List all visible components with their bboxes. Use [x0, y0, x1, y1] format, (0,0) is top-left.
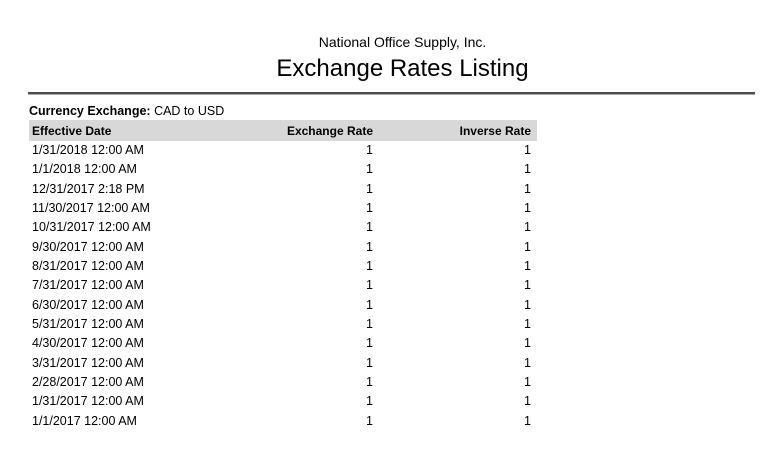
inverse-rate-cell: 1	[524, 394, 531, 409]
exchange-rate-cell: 1	[366, 258, 373, 273]
inverse-rate-cell: 1	[524, 413, 531, 428]
inverse-rate-cell: 1	[524, 220, 531, 235]
effective-date-cell: 8/31/2017 12:00 AM	[32, 258, 144, 273]
effective-date-cell: 3/31/2017 12:00 AM	[32, 355, 144, 370]
exchange-rate-cell: 1	[366, 278, 373, 293]
company-name: National Office Supply, Inc.	[318, 34, 487, 50]
table-row: 10/31/2017 12:00 AM 1 1	[29, 218, 537, 237]
effective-date-cell: 12/31/2017 2:18 PM	[32, 181, 145, 196]
currency-exchange-label: Currency Exchange:	[29, 104, 151, 118]
exchange-rate-cell: 1	[366, 200, 373, 215]
exchange-rates-table: Effective Date Exchange Rate Inverse Rat…	[29, 120, 537, 431]
inverse-rate-cell: 1	[524, 200, 531, 215]
exchange-rate-cell: 1	[366, 143, 373, 157]
table-row: 1/1/2017 12:00 AM 1 1	[29, 412, 537, 431]
exchange-rate-cell: 1	[366, 162, 373, 177]
inverse-rate-cell: 1	[524, 181, 531, 196]
page-title: Exchange Rates Listing	[276, 55, 529, 82]
header-separator-rule	[28, 92, 755, 95]
inverse-rate-cell: 1	[524, 162, 531, 177]
table-row: 1/31/2018 12:00 AM 1 1	[29, 141, 537, 160]
effective-date-cell: 2/28/2017 12:00 AM	[32, 374, 144, 389]
table-row: 9/30/2017 12:00 AM 1 1	[29, 238, 537, 257]
table-row: 5/31/2017 12:00 AM 1 1	[29, 315, 537, 334]
exchange-rate-cell: 1	[366, 220, 373, 235]
table-row: 6/30/2017 12:00 AM 1 1	[29, 296, 537, 315]
report-header: National Office Supply, Inc. Exchange Ra…	[28, 0, 777, 82]
exchange-rate-cell: 1	[366, 297, 373, 312]
effective-date-cell: 4/30/2017 12:00 AM	[32, 336, 144, 351]
table-row: 1/31/2017 12:00 AM 1 1	[29, 392, 537, 411]
table-row: 11/30/2017 12:00 AM 1 1	[29, 199, 537, 218]
effective-date-cell: 7/31/2017 12:00 AM	[32, 278, 144, 293]
effective-date-cell: 1/31/2017 12:00 AM	[32, 394, 144, 409]
table-row: 7/31/2017 12:00 AM 1 1	[29, 276, 537, 295]
table-row: 3/31/2017 12:00 AM 1 1	[29, 354, 537, 373]
effective-date-cell: 10/31/2017 12:00 AM	[32, 220, 151, 235]
inverse-rate-cell: 1	[524, 297, 531, 312]
currency-exchange-line: Currency Exchange: CAD to USD	[29, 104, 777, 118]
exchange-rate-cell: 1	[366, 239, 373, 254]
currency-exchange-value: CAD to USD	[154, 104, 225, 118]
inverse-rate-cell: 1	[524, 143, 531, 157]
effective-date-cell: 1/1/2018 12:00 AM	[32, 162, 137, 177]
exchange-rate-cell: 1	[366, 394, 373, 409]
effective-date-cell: 1/1/2017 12:00 AM	[32, 413, 137, 428]
exchange-rate-cell: 1	[366, 181, 373, 196]
table-row: 1/1/2018 12:00 AM 1 1	[29, 160, 537, 179]
inverse-rate-cell: 1	[524, 355, 531, 370]
table-header-row: Effective Date Exchange Rate Inverse Rat…	[29, 120, 537, 141]
effective-date-cell: 5/31/2017 12:00 AM	[32, 316, 144, 331]
exchange-rate-cell: 1	[366, 316, 373, 331]
column-header-exchange-rate: Exchange Rate	[249, 120, 377, 141]
table-row: 2/28/2017 12:00 AM 1 1	[29, 373, 537, 392]
table-row: 8/31/2017 12:00 AM 1 1	[29, 257, 537, 276]
inverse-rate-cell: 1	[524, 374, 531, 389]
inverse-rate-cell: 1	[524, 258, 531, 273]
effective-date-cell: 11/30/2017 12:00 AM	[32, 200, 150, 215]
exchange-rate-cell: 1	[366, 336, 373, 351]
exchange-rate-cell: 1	[366, 355, 373, 370]
column-header-inverse-rate: Inverse Rate	[377, 120, 537, 141]
effective-date-cell: 9/30/2017 12:00 AM	[32, 239, 144, 254]
exchange-rate-cell: 1	[366, 374, 373, 389]
table-row: 12/31/2017 2:18 PM 1 1	[29, 180, 537, 199]
column-header-effective-date: Effective Date	[29, 120, 249, 141]
inverse-rate-cell: 1	[524, 316, 531, 331]
rates-table-body: 1/31/2018 12:00 AM 1 1 1/1/2018 12:00 AM 1 1 1…	[29, 141, 537, 431]
inverse-rate-cell: 1	[524, 336, 531, 351]
effective-date-cell: 6/30/2017 12:00 AM	[32, 297, 144, 312]
inverse-rate-cell: 1	[524, 278, 531, 293]
table-row: 4/30/2017 12:00 AM 1 1	[29, 334, 537, 353]
inverse-rate-cell: 1	[524, 239, 531, 254]
effective-date-cell: 1/31/2018 12:00 AM	[32, 143, 144, 157]
exchange-rate-cell: 1	[366, 413, 373, 428]
